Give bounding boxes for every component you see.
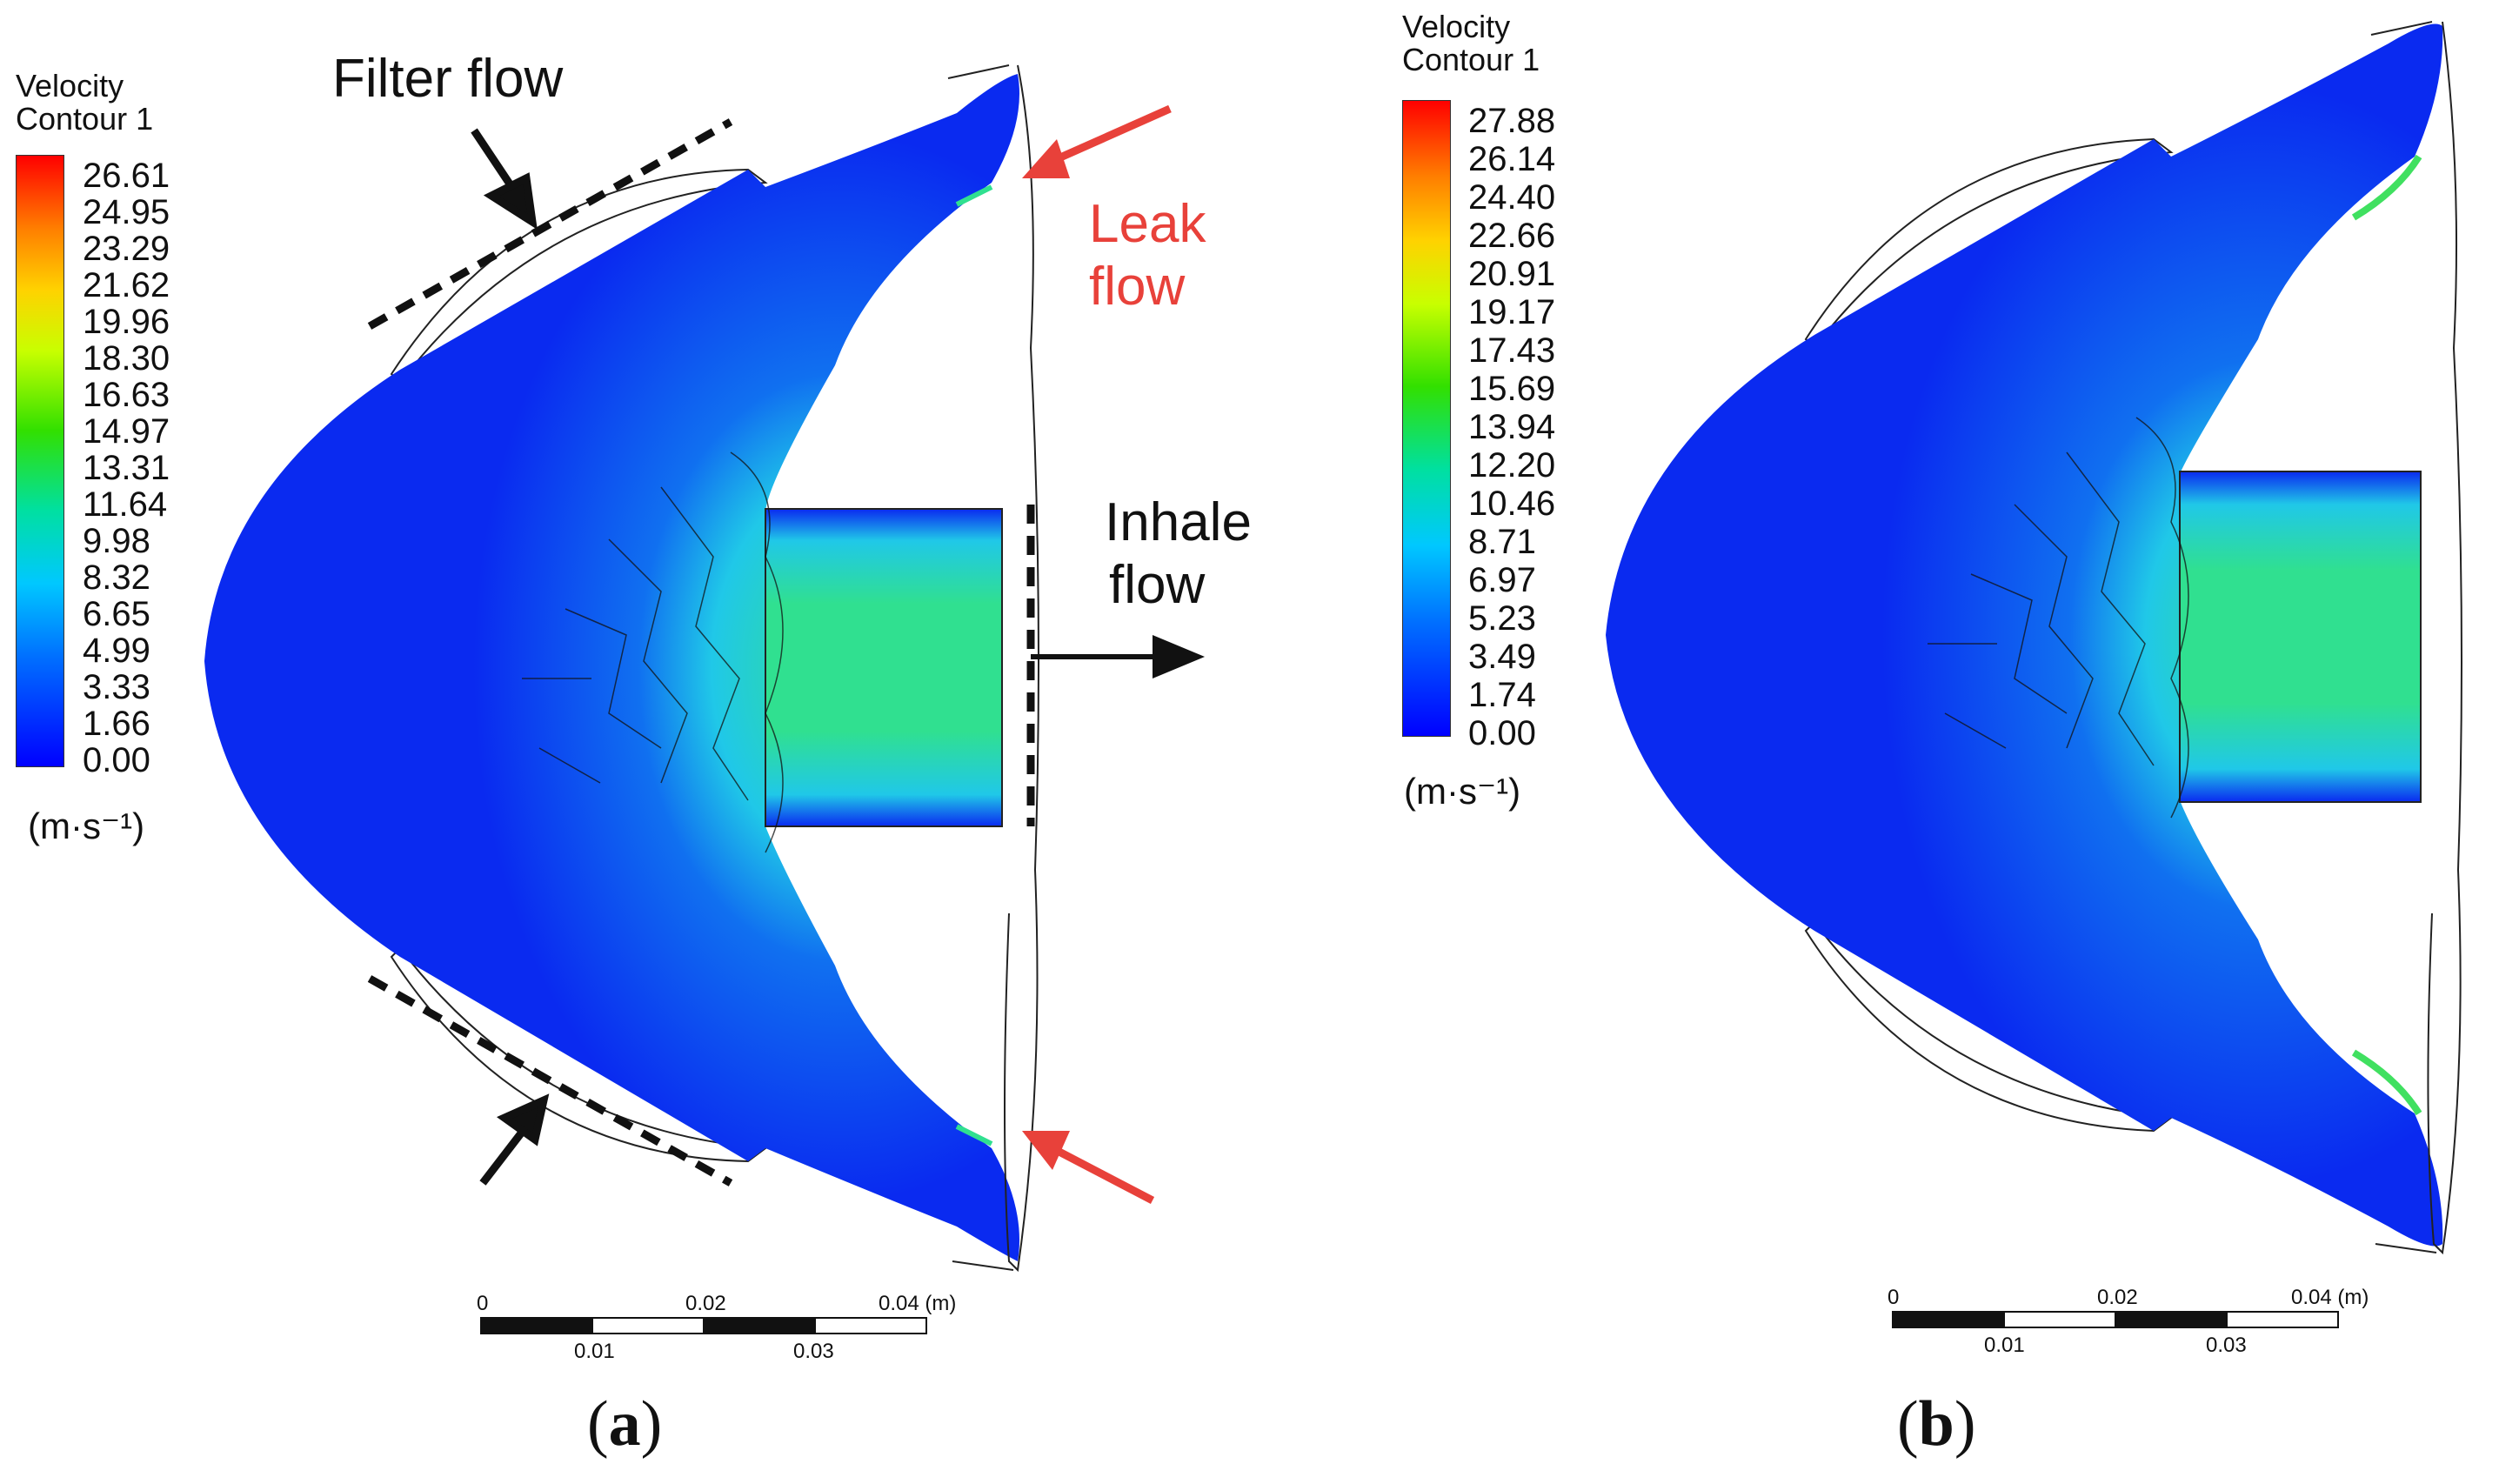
legend-tick: 12.20: [1468, 446, 1556, 485]
filter-flow-arrow-bottom: [479, 1093, 550, 1186]
legend-tick: 11.64: [83, 485, 168, 524]
color-scale-bar: [1402, 100, 1451, 737]
legend-tick: 13.31: [83, 449, 170, 487]
leak-flow-label: Leak flow: [1089, 194, 1206, 317]
scale-label: 0.02: [685, 1292, 726, 1315]
legend-tick: 4.99: [83, 632, 150, 670]
legend-tick: 17.43: [1468, 331, 1556, 370]
inhale-pipe-a: [765, 508, 1003, 827]
legend-tick: 0.00: [1468, 714, 1536, 752]
scale-label: 0: [1888, 1286, 1900, 1309]
legend-tick: 14.97: [83, 412, 170, 451]
scale-label: 0.03: [793, 1340, 834, 1363]
scale-bar-b: [1892, 1311, 2339, 1328]
legend-unit: (m·s⁻¹): [28, 806, 145, 846]
legend-tick: 13.94: [1468, 408, 1556, 446]
legend-tick: 8.32: [83, 558, 150, 597]
mask-flow-region: [204, 74, 1019, 1261]
scale-bar-a: [480, 1317, 927, 1334]
legend-tick: 6.65: [83, 595, 150, 633]
scale-label: 0.02: [2097, 1286, 2138, 1309]
filter-flow-label: Filter flow: [332, 49, 564, 109]
legend-tick: 20.91: [1468, 255, 1556, 293]
legend-tick: 10.46: [1468, 485, 1556, 523]
legend-tick: 22.66: [1468, 217, 1556, 255]
legend-tick: 15.69: [1468, 370, 1556, 408]
inhale-pipe-b: [2179, 471, 2422, 803]
filter-flow-arrow-top: [471, 128, 538, 231]
inhale-flow-label: Inhale flow: [1105, 492, 1252, 615]
velocity-contour-a: [204, 64, 1205, 1334]
legend-tick: 19.17: [1468, 293, 1556, 331]
scale-label: 0.01: [574, 1340, 615, 1363]
scale-label: 0.01: [1984, 1334, 2025, 1357]
inhale-flow-arrow: [1031, 635, 1205, 678]
leak-flow-arrow-top: [1022, 104, 1172, 178]
legend-tick: 24.95: [83, 193, 170, 231]
legend-tick: 9.98: [83, 522, 150, 560]
legend-tick: 27.88: [1468, 102, 1556, 140]
legend-tick: 23.29: [83, 230, 170, 268]
velocity-contour-b: [1606, 21, 2462, 1328]
legend-tick: 16.63: [83, 376, 170, 414]
legend-tick: 18.30: [83, 339, 170, 378]
scale-label: 0.04 (m): [2291, 1286, 2369, 1309]
scale-label: 0.03: [2206, 1334, 2247, 1357]
legend-tick: 19.96: [83, 303, 170, 341]
scale-label: 0: [477, 1292, 489, 1315]
scale-label: 0.04 (m): [879, 1292, 957, 1315]
panel-label-a: (a): [587, 1388, 663, 1460]
color-scale-bar: [16, 155, 64, 767]
legend-tick: 0.00: [83, 741, 150, 779]
leak-flow-arrow-bottom: [1022, 1131, 1155, 1204]
legend-tick: 26.61: [83, 157, 170, 195]
panel-a: Velocity Contour 1 26.61 24.95 23.29 21.…: [0, 0, 1252, 1484]
legend-tick: 1.74: [1468, 676, 1536, 714]
legend-tick: 21.62: [83, 266, 170, 304]
legend-tick: 6.97: [1468, 561, 1536, 599]
panel-b: Velocity Contour 1 27.88 26.14 24.40 22.…: [1249, 0, 2498, 1484]
panel-label-b: (b): [1897, 1388, 1976, 1460]
legend-tick: 24.40: [1468, 178, 1556, 217]
legend-title: Velocity Contour 1: [1402, 9, 1540, 77]
legend-tick: 26.14: [1468, 140, 1556, 178]
legend-tick: 3.33: [83, 668, 150, 706]
legend-title: Velocity Contour 1: [16, 68, 154, 137]
legend-tick: 8.71: [1468, 523, 1536, 561]
legend-tick: 3.49: [1468, 638, 1536, 676]
legend-tick: 5.23: [1468, 599, 1536, 638]
face-outline-b: [2427, 21, 2462, 1255]
face-outline-a: [1004, 64, 1039, 1273]
legend-unit: (m·s⁻¹): [1404, 771, 1521, 812]
legend-tick: 1.66: [83, 705, 150, 743]
